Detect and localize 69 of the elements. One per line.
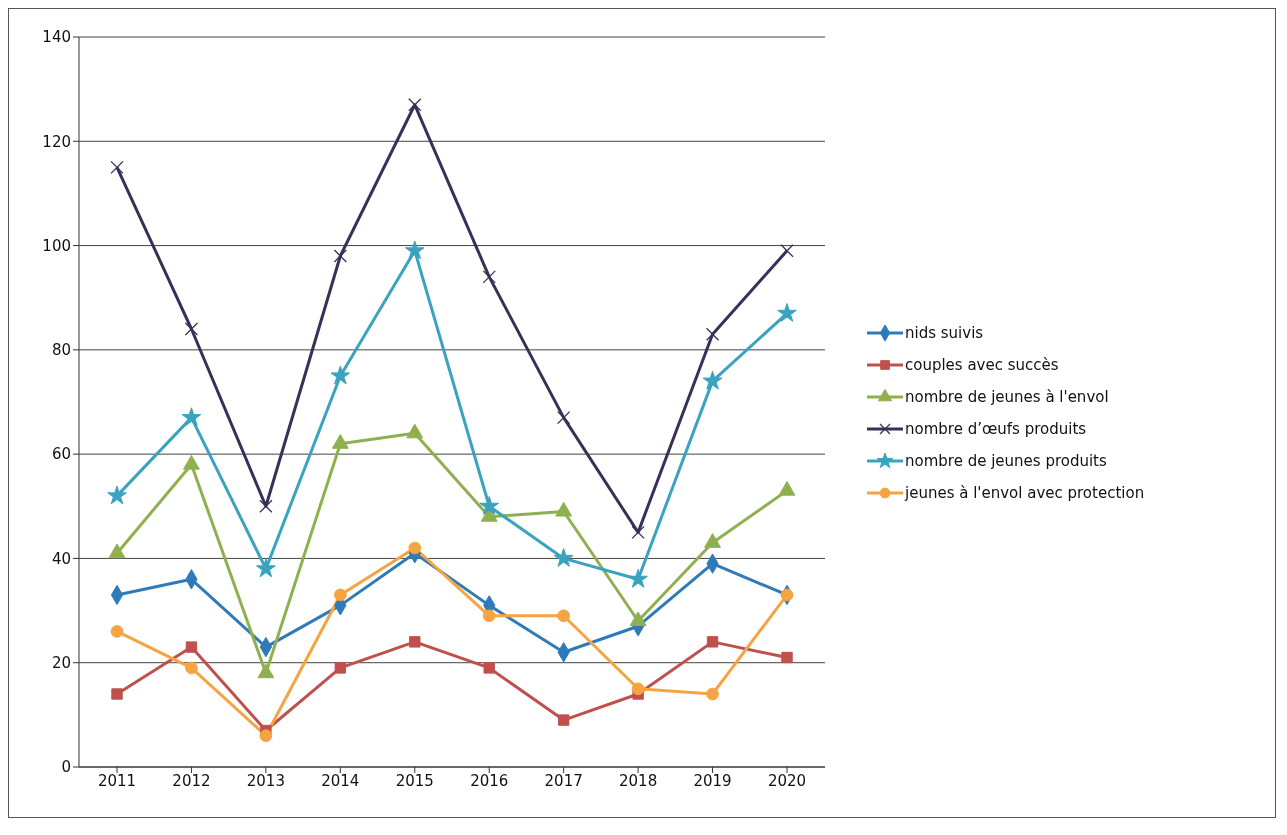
point: [108, 543, 126, 559]
legend-label: jeunes à l'envol avec protection: [905, 484, 1145, 502]
point: [706, 687, 719, 701]
x-tick-label: 2014: [321, 771, 360, 790]
legend-label: nombre d’œufs produits: [905, 420, 1087, 438]
point: [257, 663, 275, 679]
point: [333, 588, 347, 602]
point: [780, 244, 794, 258]
point: [778, 481, 796, 496]
point: [704, 533, 721, 548]
point: [184, 322, 199, 336]
point: [409, 636, 421, 648]
point: [334, 662, 347, 674]
point: [777, 303, 797, 322]
x-tick-label: 2016: [470, 771, 509, 790]
y-tick-label: 0: [61, 758, 71, 777]
point: [333, 249, 347, 263]
point: [404, 240, 425, 260]
point: [780, 588, 794, 602]
x-tick-label: 2018: [619, 771, 658, 790]
point: [557, 714, 570, 726]
legend-label: nombre de jeunes à l'envol: [905, 388, 1109, 406]
point: [259, 499, 273, 513]
y-tick-label: 80: [51, 341, 71, 360]
legend-label: couples avec succès: [905, 356, 1059, 374]
x-tick-label: 2013: [246, 771, 285, 790]
point: [483, 662, 495, 674]
point: [482, 270, 496, 284]
point: [631, 525, 645, 540]
y-tick-label: 20: [51, 654, 71, 673]
point: [482, 609, 496, 623]
point: [185, 661, 198, 675]
point: [408, 98, 422, 112]
point: [406, 423, 424, 439]
x-tick-label: 2020: [767, 771, 807, 790]
point: [631, 682, 645, 696]
point: [331, 434, 349, 449]
point: [110, 160, 124, 175]
y-tick-label: 140: [42, 28, 71, 47]
point: [110, 625, 124, 638]
point: [557, 410, 571, 425]
point: [256, 558, 276, 578]
point: [181, 407, 202, 427]
point: [702, 370, 723, 390]
point: [706, 636, 719, 648]
y-tick-label: 40: [51, 549, 71, 568]
point: [185, 641, 198, 653]
legend-label: nids suivis: [905, 324, 984, 342]
y-tick-label: 120: [42, 132, 71, 151]
point: [259, 729, 273, 743]
point: [781, 651, 793, 664]
point: [553, 548, 574, 567]
point: [408, 541, 422, 555]
x-tick-label: 2012: [172, 771, 211, 790]
x-tick-label: 2011: [97, 771, 137, 790]
y-tick-label: 60: [51, 445, 71, 464]
point: [628, 568, 648, 588]
point: [107, 485, 127, 505]
point: [479, 495, 500, 515]
point: [111, 688, 123, 700]
legend-label: nombre de jeunes produits: [905, 452, 1107, 470]
x-tick-label: 2015: [395, 771, 434, 790]
point: [629, 611, 647, 627]
point: [330, 365, 351, 385]
point: [557, 609, 571, 623]
point: [705, 327, 720, 341]
x-tick-label: 2019: [693, 771, 732, 790]
x-tick-label: 2017: [544, 771, 583, 790]
y-tick-label: 100: [42, 236, 71, 255]
